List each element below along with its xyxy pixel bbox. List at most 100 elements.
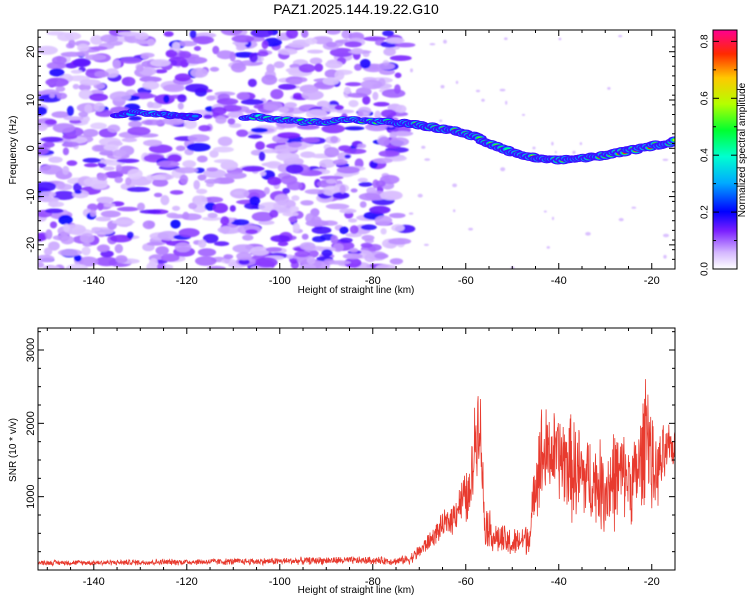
spectrogram-noise-cell [358, 192, 381, 201]
spectrogram-noise-cell [153, 192, 163, 198]
spectrogram-noise-cell [121, 76, 136, 87]
spectrogram-noise-cell [49, 68, 65, 77]
spectrogram-noise-cell [330, 235, 339, 244]
spectrogram-noise-cell [89, 180, 108, 190]
spectrogram-noise-cell [178, 228, 200, 238]
spectrogram-noise-cell [325, 30, 341, 35]
spectrogram-noise-cell [357, 177, 368, 183]
spectrogram-noise-cell [242, 234, 254, 241]
spectrogram-noise-cell [284, 102, 298, 108]
spectrogram-ytick-label: -10 [25, 189, 37, 205]
spectrogram-xtick-label: -140 [83, 275, 105, 287]
spectrogram-noise-cell [223, 254, 234, 260]
spectrogram-noise-cell [236, 45, 246, 51]
spectrogram-noise-cell [304, 189, 325, 195]
spectrogram-noise-cell [38, 254, 55, 263]
spectrogram-noise-cell [361, 234, 375, 241]
spectrogram-noise-cell [231, 35, 255, 43]
snr-axes: -140 -120 -100 -80 -60 -40 -20 1000 2000 3000 [25, 328, 675, 588]
spectrogram-noise-cell [84, 104, 93, 114]
spectrogram-noise-cell [429, 43, 436, 46]
spectrogram-noise-cell [74, 254, 82, 262]
spectrogram-noise-cell [198, 125, 211, 132]
spectrogram-noise-cell [91, 227, 101, 232]
spectrogram-noise-cell [90, 122, 107, 130]
spectrogram-noise-cell [127, 126, 151, 136]
snr-ylabel: SNR (10 * v/v) [8, 418, 19, 482]
spectrogram-noise-cell [175, 145, 186, 152]
spectrogram-noise-cell [321, 249, 333, 257]
spectrogram-noise-cell [360, 224, 377, 231]
spectrogram-noise-cell [116, 206, 139, 212]
spectrogram-ytick-label: 10 [25, 94, 37, 106]
spectrogram-noise-cell [230, 62, 247, 73]
spectrogram-noise-cell [39, 164, 63, 175]
spectrogram-noise-cell [65, 263, 88, 269]
spectrogram-noise-cell [166, 212, 179, 219]
spectrogram-noise-cell [443, 39, 447, 44]
spectrogram-noise-cell [384, 190, 403, 200]
spectrogram-noise-cell [321, 124, 346, 134]
spectrogram-noise-cell [63, 141, 79, 148]
spectrogram-noise-cell [333, 172, 354, 178]
spectrogram-noise-cell [209, 66, 220, 72]
spectrogram-noise-cell [196, 188, 208, 195]
colorbar-tick-label: 0.6 [700, 91, 711, 105]
spectrogram-noise-cell [229, 205, 236, 212]
spectrogram-noise-cell [380, 109, 397, 118]
spectrogram-noise-cell [468, 227, 473, 231]
spectrogram-noise-cell [139, 76, 162, 83]
spectrogram-noise-cell [189, 30, 197, 39]
spectrogram-noise-cell [45, 77, 69, 87]
spectrogram-noise-cell [196, 155, 208, 163]
spectrogram-noise-cell [236, 92, 250, 101]
spectrogram-noise-cell [285, 30, 299, 39]
snr-xtick-label: -60 [458, 576, 474, 588]
spectrogram-noise-cell [72, 83, 80, 90]
spectrogram-noise-cell [134, 32, 149, 41]
spectrogram-noise-cell [85, 54, 107, 61]
spectrogram-noise-cell [312, 236, 326, 243]
spectrogram-noise-cell [224, 172, 247, 179]
spectrogram-noise-cell [253, 104, 266, 109]
snr-ytick-label: 2000 [25, 411, 37, 435]
spectrogram-noise-cell [258, 151, 266, 161]
spectrogram-noise-cell [161, 253, 180, 262]
spectrogram-noise-cell [203, 169, 227, 179]
spectrogram-noise-cell [395, 104, 407, 114]
colorbar-tick-label: 0.2 [700, 205, 711, 219]
spectrogram-noise-cell [475, 89, 481, 93]
spectrogram-noise-cell [190, 67, 208, 78]
snr-series-line [38, 379, 675, 567]
spectrogram-noise-cell [163, 95, 170, 103]
spectrogram-noise-cell [62, 165, 70, 175]
spectrogram-noise-cell [338, 145, 352, 152]
spectrogram-noise-cell [97, 202, 104, 211]
spectrogram-noise-cell [128, 120, 143, 128]
spectrogram-noise-cell [119, 57, 142, 64]
snr-panel: -140 -120 -100 -80 -60 -40 -20 1000 2000 3000 Hei… [8, 327, 676, 596]
spectrogram-noise-cell [662, 158, 669, 161]
spectrogram-noise-cell [481, 98, 485, 102]
spectrogram-noise-cell [255, 257, 278, 268]
spectrogram-ytick-label: 20 [25, 46, 37, 58]
spectrogram-noise-cell [311, 216, 322, 226]
spectrogram-noise-cell [51, 56, 67, 65]
spectrogram-noise-cell [96, 196, 114, 204]
spectrogram-noise-cell [163, 31, 174, 37]
spectrogram-noise-cell [505, 100, 508, 105]
spectrogram-ridge-cell [193, 115, 198, 117]
spectrogram-noise-cell [306, 256, 316, 265]
spectrogram-noise-cell [193, 180, 200, 190]
spectrogram-noise-cell [439, 119, 443, 123]
spectrogram-noise-cell [663, 254, 667, 259]
spectrogram-noise-cell [330, 135, 339, 144]
spectrogram-noise-cell [452, 183, 457, 188]
spectrogram-noise-cell [73, 58, 91, 68]
spectrogram-noise-cell [314, 63, 324, 72]
spectrogram-noise-cell [60, 51, 83, 57]
spectrogram-noise-cell [277, 48, 298, 55]
colorbar: 0.0 0.2 0.4 0.6 0.8 Normalized spectral ampl… [700, 29, 748, 276]
spectrogram-noise-cell [348, 218, 358, 223]
